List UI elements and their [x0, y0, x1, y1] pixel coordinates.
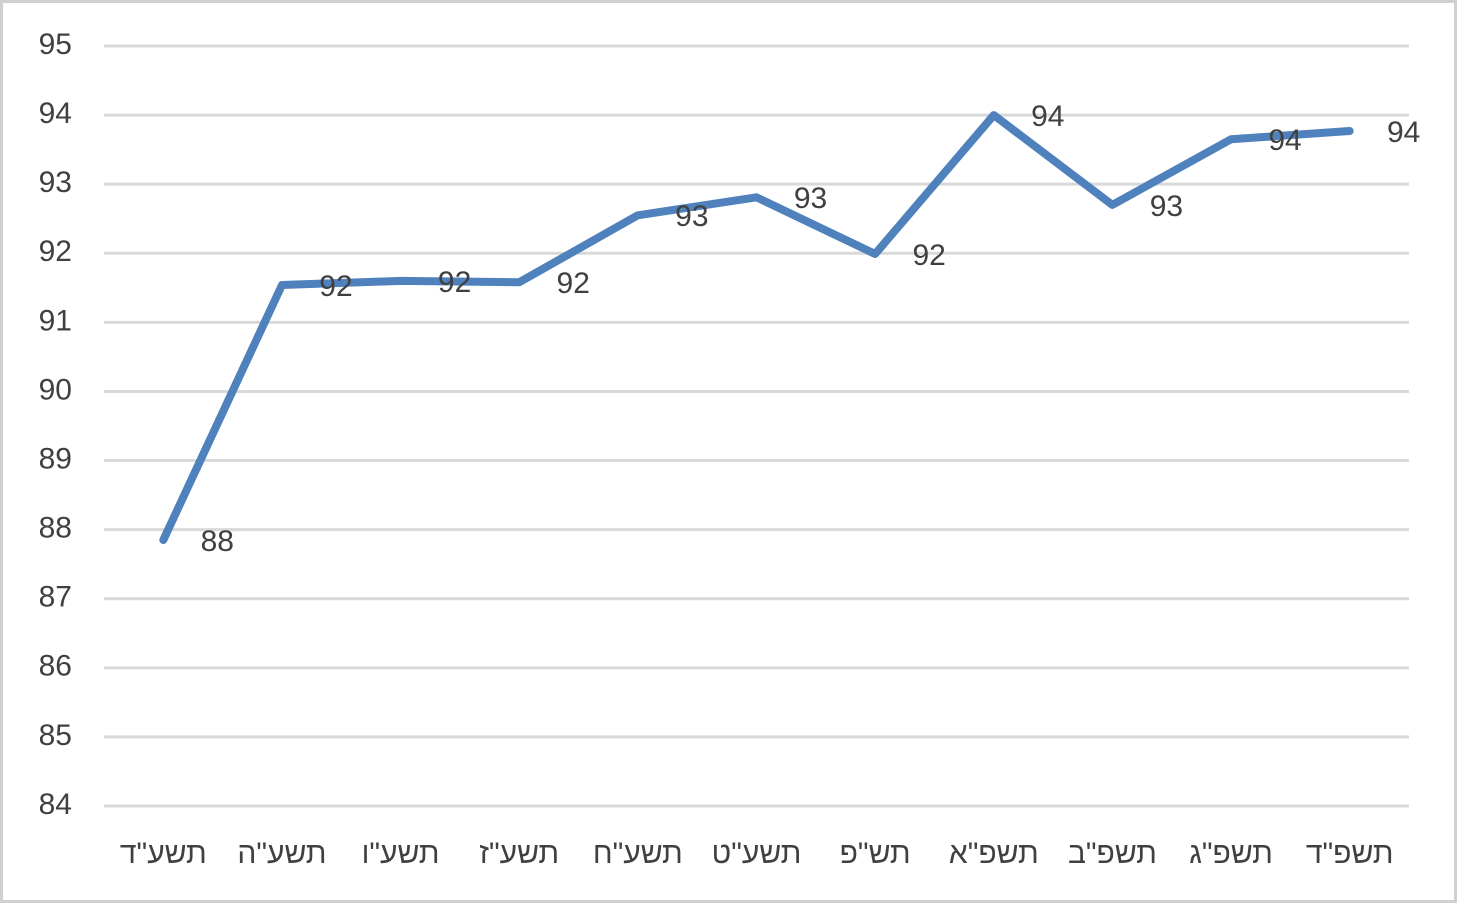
x-tick-label: תשפ"א — [949, 837, 1039, 870]
x-tick-label: תשע"ז — [479, 837, 559, 870]
y-tick-label: 90 — [39, 373, 72, 406]
data-label: 93 — [794, 182, 827, 215]
data-label: 92 — [557, 267, 590, 300]
data-label: 93 — [675, 200, 708, 233]
y-tick-label: 93 — [39, 166, 72, 199]
y-tick-label: 84 — [39, 788, 72, 821]
data-label: 93 — [1150, 190, 1183, 223]
data-label: 94 — [1268, 124, 1301, 157]
x-tick-label: תשע"ה — [237, 837, 326, 870]
x-tick-label: תשע"ט — [712, 837, 802, 870]
y-tick-label: 86 — [39, 650, 72, 683]
y-tick-label: 92 — [39, 235, 72, 268]
data-label: 88 — [201, 525, 234, 558]
data-label: 92 — [319, 270, 352, 303]
data-label: 94 — [1387, 116, 1420, 149]
x-tick-label: תש"פ — [840, 837, 911, 870]
y-tick-label: 87 — [39, 581, 72, 614]
y-tick-label: 95 — [39, 28, 72, 61]
y-tick-label: 91 — [39, 304, 72, 337]
x-tick-label: תשע"ח — [593, 837, 683, 870]
x-tick-label: תשע"ד — [120, 837, 207, 870]
data-line — [159, 111, 1354, 544]
x-tick-label: תשפ"ד — [1306, 837, 1394, 870]
x-tick-label: תשפ"ב — [1068, 837, 1157, 870]
data-label: 92 — [912, 239, 945, 272]
y-tick-label: 89 — [39, 442, 72, 475]
data-label: 92 — [438, 266, 471, 299]
x-tick-label: תשפ"ג — [1189, 837, 1273, 870]
y-tick-label: 88 — [39, 512, 72, 545]
data-label: 94 — [1031, 100, 1064, 133]
x-tick-label: תשע"ו — [362, 837, 440, 870]
y-tick-label: 85 — [39, 719, 72, 752]
y-tick-label: 94 — [39, 97, 72, 130]
